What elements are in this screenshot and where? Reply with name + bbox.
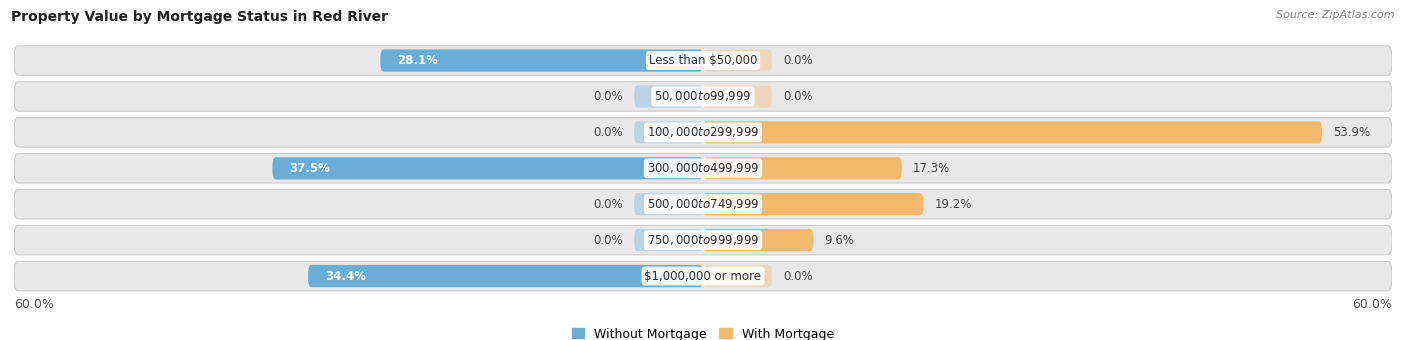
FancyBboxPatch shape (273, 157, 703, 180)
Text: 9.6%: 9.6% (825, 234, 855, 246)
Text: Source: ZipAtlas.com: Source: ZipAtlas.com (1277, 10, 1395, 20)
FancyBboxPatch shape (634, 229, 703, 251)
Text: 19.2%: 19.2% (935, 198, 973, 211)
Text: $500,000 to $749,999: $500,000 to $749,999 (647, 197, 759, 211)
FancyBboxPatch shape (634, 121, 703, 143)
Text: 0.0%: 0.0% (783, 54, 813, 67)
FancyBboxPatch shape (14, 225, 1392, 255)
Text: $50,000 to $99,999: $50,000 to $99,999 (654, 89, 752, 103)
FancyBboxPatch shape (634, 85, 703, 107)
Text: 0.0%: 0.0% (783, 270, 813, 283)
FancyBboxPatch shape (703, 85, 772, 107)
FancyBboxPatch shape (14, 154, 1392, 183)
FancyBboxPatch shape (14, 189, 1392, 219)
FancyBboxPatch shape (14, 46, 1392, 75)
FancyBboxPatch shape (308, 265, 703, 287)
Text: 37.5%: 37.5% (290, 162, 330, 175)
FancyBboxPatch shape (634, 193, 703, 215)
Legend: Without Mortgage, With Mortgage: Without Mortgage, With Mortgage (567, 323, 839, 340)
FancyBboxPatch shape (381, 49, 703, 72)
FancyBboxPatch shape (703, 265, 772, 287)
Text: 34.4%: 34.4% (325, 270, 366, 283)
FancyBboxPatch shape (703, 157, 901, 180)
FancyBboxPatch shape (14, 261, 1392, 291)
FancyBboxPatch shape (703, 121, 1322, 143)
Text: 60.0%: 60.0% (1353, 298, 1392, 311)
Text: 60.0%: 60.0% (14, 298, 53, 311)
Text: 0.0%: 0.0% (783, 90, 813, 103)
FancyBboxPatch shape (14, 82, 1392, 111)
Text: 0.0%: 0.0% (593, 198, 623, 211)
Text: Less than $50,000: Less than $50,000 (648, 54, 758, 67)
Text: 53.9%: 53.9% (1333, 126, 1371, 139)
FancyBboxPatch shape (703, 229, 813, 251)
FancyBboxPatch shape (703, 193, 924, 215)
Text: 0.0%: 0.0% (593, 126, 623, 139)
Text: $100,000 to $299,999: $100,000 to $299,999 (647, 125, 759, 139)
FancyBboxPatch shape (14, 118, 1392, 147)
Text: Property Value by Mortgage Status in Red River: Property Value by Mortgage Status in Red… (11, 10, 388, 24)
Text: $1,000,000 or more: $1,000,000 or more (644, 270, 762, 283)
Text: $750,000 to $999,999: $750,000 to $999,999 (647, 233, 759, 247)
Text: 0.0%: 0.0% (593, 90, 623, 103)
Text: 17.3%: 17.3% (912, 162, 950, 175)
Text: $300,000 to $499,999: $300,000 to $499,999 (647, 161, 759, 175)
FancyBboxPatch shape (703, 49, 772, 72)
Text: 28.1%: 28.1% (398, 54, 439, 67)
Text: 0.0%: 0.0% (593, 234, 623, 246)
